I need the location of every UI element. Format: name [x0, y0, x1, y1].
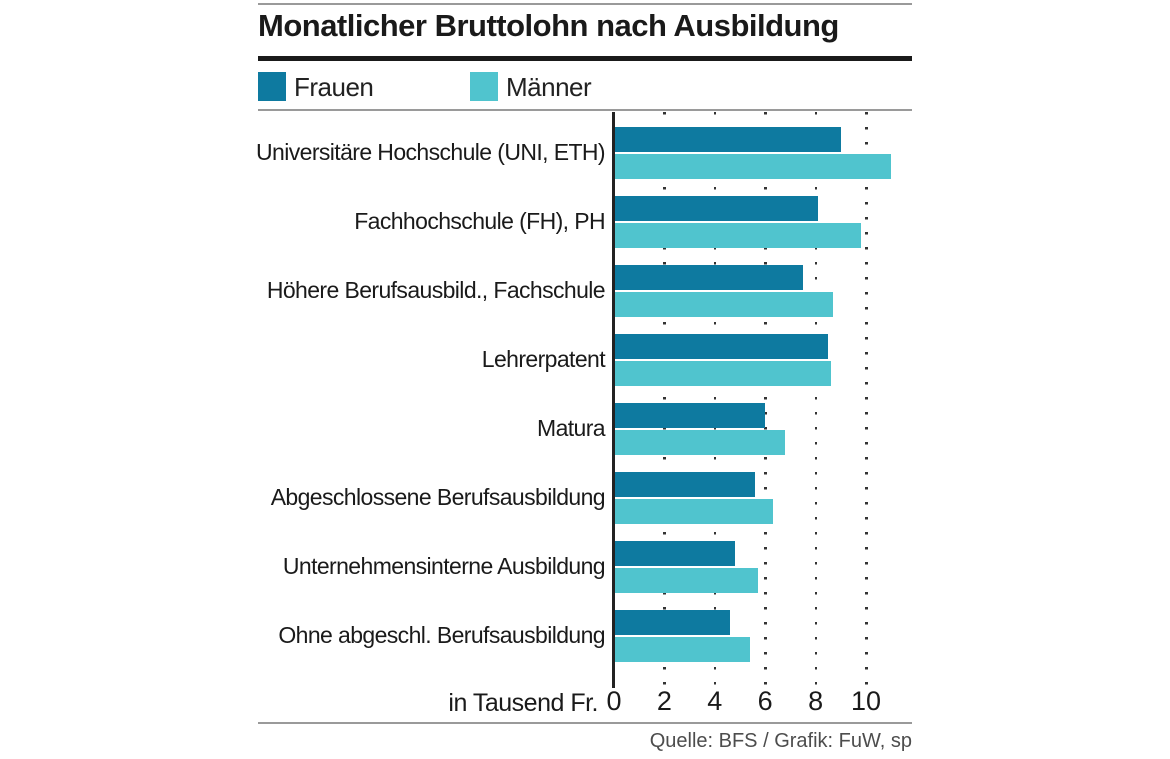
category-label: Abgeschlossene Berufsausbildung — [270, 483, 606, 510]
gridline — [865, 112, 868, 688]
category-label: Fachhochschule (FH), PH — [354, 207, 605, 234]
x-tick-label: 8 — [808, 686, 824, 716]
chart-row: Lehrerpatent — [258, 319, 1170, 388]
bottom-divider — [258, 722, 912, 724]
title-rule — [258, 56, 912, 61]
bar-maenner — [614, 223, 861, 248]
chart-row: Matura — [258, 388, 1170, 457]
x-tick-label: 6 — [757, 686, 773, 716]
gridline — [764, 112, 767, 688]
x-tick-label: 4 — [707, 686, 723, 716]
bar-frauen — [614, 541, 735, 566]
category-label: Ohne abgeschl. Berufsausbildung — [278, 621, 605, 648]
bar-maenner — [614, 154, 892, 179]
bar-frauen — [614, 265, 803, 290]
bar-maenner — [614, 637, 751, 662]
x-tick-label: 2 — [656, 686, 672, 716]
bar-maenner — [614, 361, 831, 386]
x-tick-label: 0 — [606, 686, 622, 716]
category-label: Matura — [537, 414, 606, 441]
bar-maenner — [614, 568, 758, 593]
bar-maenner — [614, 430, 786, 455]
category-label: Lehrerpatent — [481, 345, 606, 372]
legend-swatch-maenner — [470, 72, 498, 101]
x-tick-label: 10 — [850, 686, 882, 716]
chart-title: Monatlicher Bruttolohn nach Ausbildung — [258, 8, 839, 43]
chart-row: Unternehmensinterne Ausbildung — [258, 526, 1170, 595]
bar-frauen — [614, 403, 766, 428]
chart-row: Abgeschlossene Berufsausbildung — [258, 457, 1170, 526]
bar-frauen — [614, 472, 756, 497]
source-credit: Quelle: BFS / Grafik: FuW, sp — [649, 730, 912, 752]
legend-divider — [258, 109, 912, 111]
gridline — [713, 112, 717, 688]
bar-frauen — [614, 196, 819, 221]
axis-unit-label: in Tausend Fr. — [448, 689, 598, 717]
legend-swatch-frauen — [258, 72, 286, 101]
top-divider — [258, 3, 912, 5]
category-label: Universitäre Hochschule (UNI, ETH) — [256, 138, 606, 165]
bar-frauen — [614, 610, 730, 635]
bar-maenner — [614, 292, 834, 317]
chart-row: Fachhochschule (FH), PH — [258, 181, 1170, 250]
legend-label-frauen: Frauen — [294, 72, 374, 102]
y-axis-line — [612, 112, 615, 688]
chart-row: Universitäre Hochschule (UNI, ETH) — [256, 112, 1170, 181]
chart-rows: Universitäre Hochschule (UNI, ETH) Fachho… — [256, 112, 1170, 664]
gridline — [814, 112, 818, 688]
bar-maenner — [614, 499, 773, 524]
category-label: Unternehmensinterne Ausbildung — [282, 552, 606, 579]
bar-frauen — [614, 334, 829, 359]
chart-row: Höhere Berufsausbild., Fachschule — [258, 250, 1170, 319]
gridline — [663, 112, 666, 688]
chart-row: Ohne abgeschl. Berufsausbildung — [258, 595, 1170, 664]
bar-frauen — [614, 127, 841, 152]
category-label: Höhere Berufsausbild., Fachschule — [266, 276, 606, 303]
legend-label-maenner: Männer — [506, 72, 592, 102]
